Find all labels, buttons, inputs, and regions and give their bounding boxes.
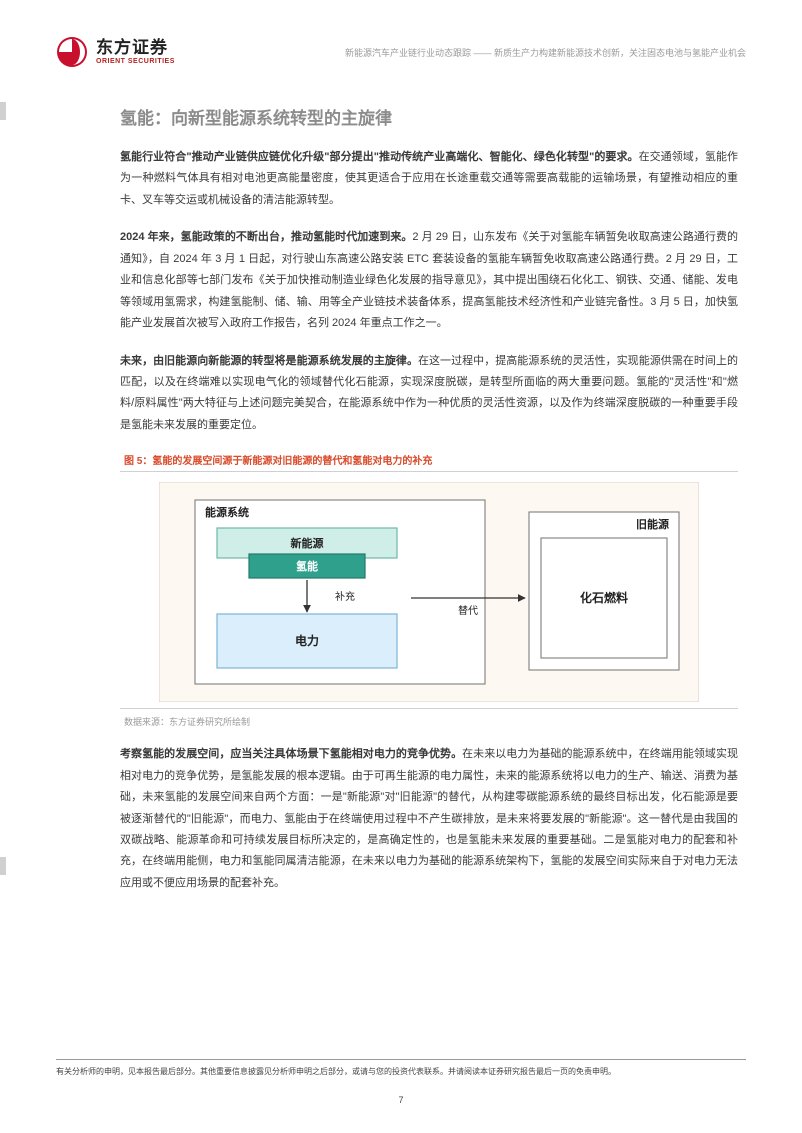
figure-title: 图 5：氢能的发展空间源于新能源对旧能源的替代和氢能对电力的补充 [120,452,738,467]
svg-text:化石燃料: 化石燃料 [580,590,628,605]
content-area: 氢能：向新型能源系统转型的主旋律 氢能行业符合"推动产业链供应链优化升级"部分提… [56,104,746,894]
paragraph-1: 氢能行业符合"推动产业链供应链优化升级"部分提出"推动传统产业高端化、智能化、绿… [120,147,738,211]
p1-bold: 氢能行业符合"推动产业链供应链优化升级"部分提出"推动传统产业高端化、智能化、绿… [120,151,639,163]
logo-cn-text: 东方证券 [96,39,175,58]
figure-diagram-wrap: 能源系统新能源氢能电力 旧能源化石燃料 补充替代 [120,482,738,702]
svg-text:能源系统: 能源系统 [205,505,249,519]
svg-text:替代: 替代 [458,604,478,617]
page-header: 东方证券 ORIENT SECURITIES 新能源汽车产业链行业动态跟踪 ——… [56,36,746,68]
paragraph-2: 2024 年来，氢能政策的不断出台，推动氢能时代加速到来。2 月 29 日，山东… [120,227,738,334]
page-number: 7 [56,1095,746,1105]
logo-block: 东方证券 ORIENT SECURITIES [56,36,175,68]
footer-rule [56,1059,746,1060]
page: 东方证券 ORIENT SECURITIES 新能源汽车产业链行业动态跟踪 ——… [0,0,802,1133]
paragraph-3: 未来，由旧能源向新能源的转型将是能源系统发展的主旋律。在这一过程中，提高能源系统… [120,351,738,437]
p2-bold: 2024 年来，氢能政策的不断出台，推动氢能时代加速到来。 [120,231,412,243]
svg-text:氢能: 氢能 [296,559,318,573]
header-subtitle: 新能源汽车产业链行业动态跟踪 —— 新质生产力构建新能源技术创新，关注固态电池与… [345,46,746,59]
figure-diagram: 能源系统新能源氢能电力 旧能源化石燃料 补充替代 [159,482,699,702]
svg-text:电力: 电力 [295,633,319,648]
svg-text:新能源: 新能源 [291,536,324,550]
section-title: 氢能：向新型能源系统转型的主旋律 [120,104,738,129]
svg-text:补充: 补充 [335,590,355,603]
footer-disclaimer: 有关分析师的申明，见本报告最后部分。其他重要信息披露见分析师申明之后部分，或请与… [56,1066,746,1077]
paragraph-4: 考察氢能的发展空间，应当关注具体场景下氢能相对电力的竞争优势。在未来以电力为基础… [120,744,738,894]
p4-bold: 考察氢能的发展空间，应当关注具体场景下氢能相对电力的竞争优势。 [120,748,462,760]
svg-text:旧能源: 旧能源 [636,517,669,531]
side-accent-bar [0,102,6,120]
p4-rest: 在未来以电力为基础的能源系统中，在终端用能领域实现相对电力的竞争优势，是氢能发展… [120,748,738,889]
logo-text: 东方证券 ORIENT SECURITIES [96,39,175,65]
orient-securities-logo-icon [56,36,88,68]
figure-source: 数据来源：东方证券研究所绘制 [120,715,738,728]
logo-en-text: ORIENT SECURITIES [96,58,175,66]
page-footer: 有关分析师的申明，见本报告最后部分。其他重要信息披露见分析师申明之后部分，或请与… [56,1059,746,1105]
figure-top-rule [120,471,738,472]
figure-bottom-rule [120,708,738,709]
p3-bold: 未来，由旧能源向新能源的转型将是能源系统发展的主旋律。 [120,355,418,367]
side-accent-bar [0,857,6,875]
p2-rest: 2 月 29 日，山东发布《关于对氢能车辆暂免收取高速公路通行费的通知》，自 2… [120,231,738,329]
